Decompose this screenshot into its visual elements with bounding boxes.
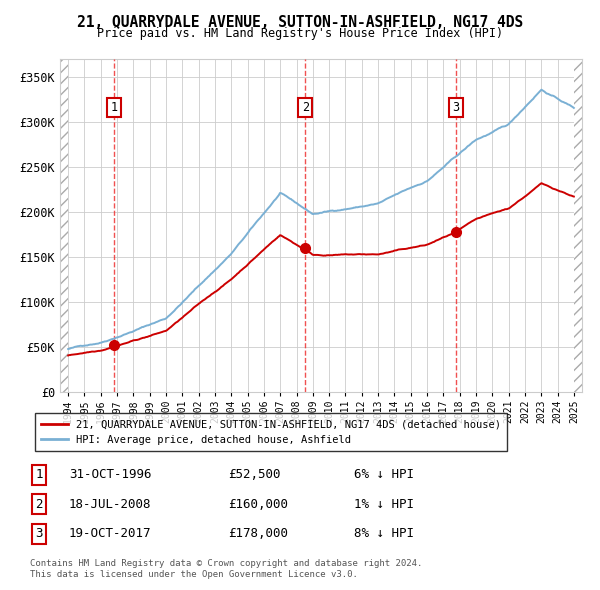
Text: Contains HM Land Registry data © Crown copyright and database right 2024.: Contains HM Land Registry data © Crown c… xyxy=(30,559,422,568)
Text: 3: 3 xyxy=(35,527,43,540)
Text: 3: 3 xyxy=(452,101,460,114)
Text: 6% ↓ HPI: 6% ↓ HPI xyxy=(354,468,414,481)
Legend: 21, QUARRYDALE AVENUE, SUTTON-IN-ASHFIELD, NG17 4DS (detached house), HPI: Avera: 21, QUARRYDALE AVENUE, SUTTON-IN-ASHFIEL… xyxy=(35,414,507,451)
Text: 31-OCT-1996: 31-OCT-1996 xyxy=(69,468,151,481)
Text: £160,000: £160,000 xyxy=(228,498,288,511)
Text: 2: 2 xyxy=(302,101,309,114)
Text: 19-OCT-2017: 19-OCT-2017 xyxy=(69,527,151,540)
Text: Price paid vs. HM Land Registry's House Price Index (HPI): Price paid vs. HM Land Registry's House … xyxy=(97,27,503,40)
Text: This data is licensed under the Open Government Licence v3.0.: This data is licensed under the Open Gov… xyxy=(30,571,358,579)
Text: 8% ↓ HPI: 8% ↓ HPI xyxy=(354,527,414,540)
Bar xyxy=(60,59,68,392)
Text: 18-JUL-2008: 18-JUL-2008 xyxy=(69,498,151,511)
Bar xyxy=(574,59,582,392)
Text: 1: 1 xyxy=(111,101,118,114)
Text: 1: 1 xyxy=(35,468,43,481)
Text: 1% ↓ HPI: 1% ↓ HPI xyxy=(354,498,414,511)
Text: 21, QUARRYDALE AVENUE, SUTTON-IN-ASHFIELD, NG17 4DS: 21, QUARRYDALE AVENUE, SUTTON-IN-ASHFIEL… xyxy=(77,15,523,30)
Text: £52,500: £52,500 xyxy=(228,468,281,481)
Text: 2: 2 xyxy=(35,498,43,511)
Text: £178,000: £178,000 xyxy=(228,527,288,540)
